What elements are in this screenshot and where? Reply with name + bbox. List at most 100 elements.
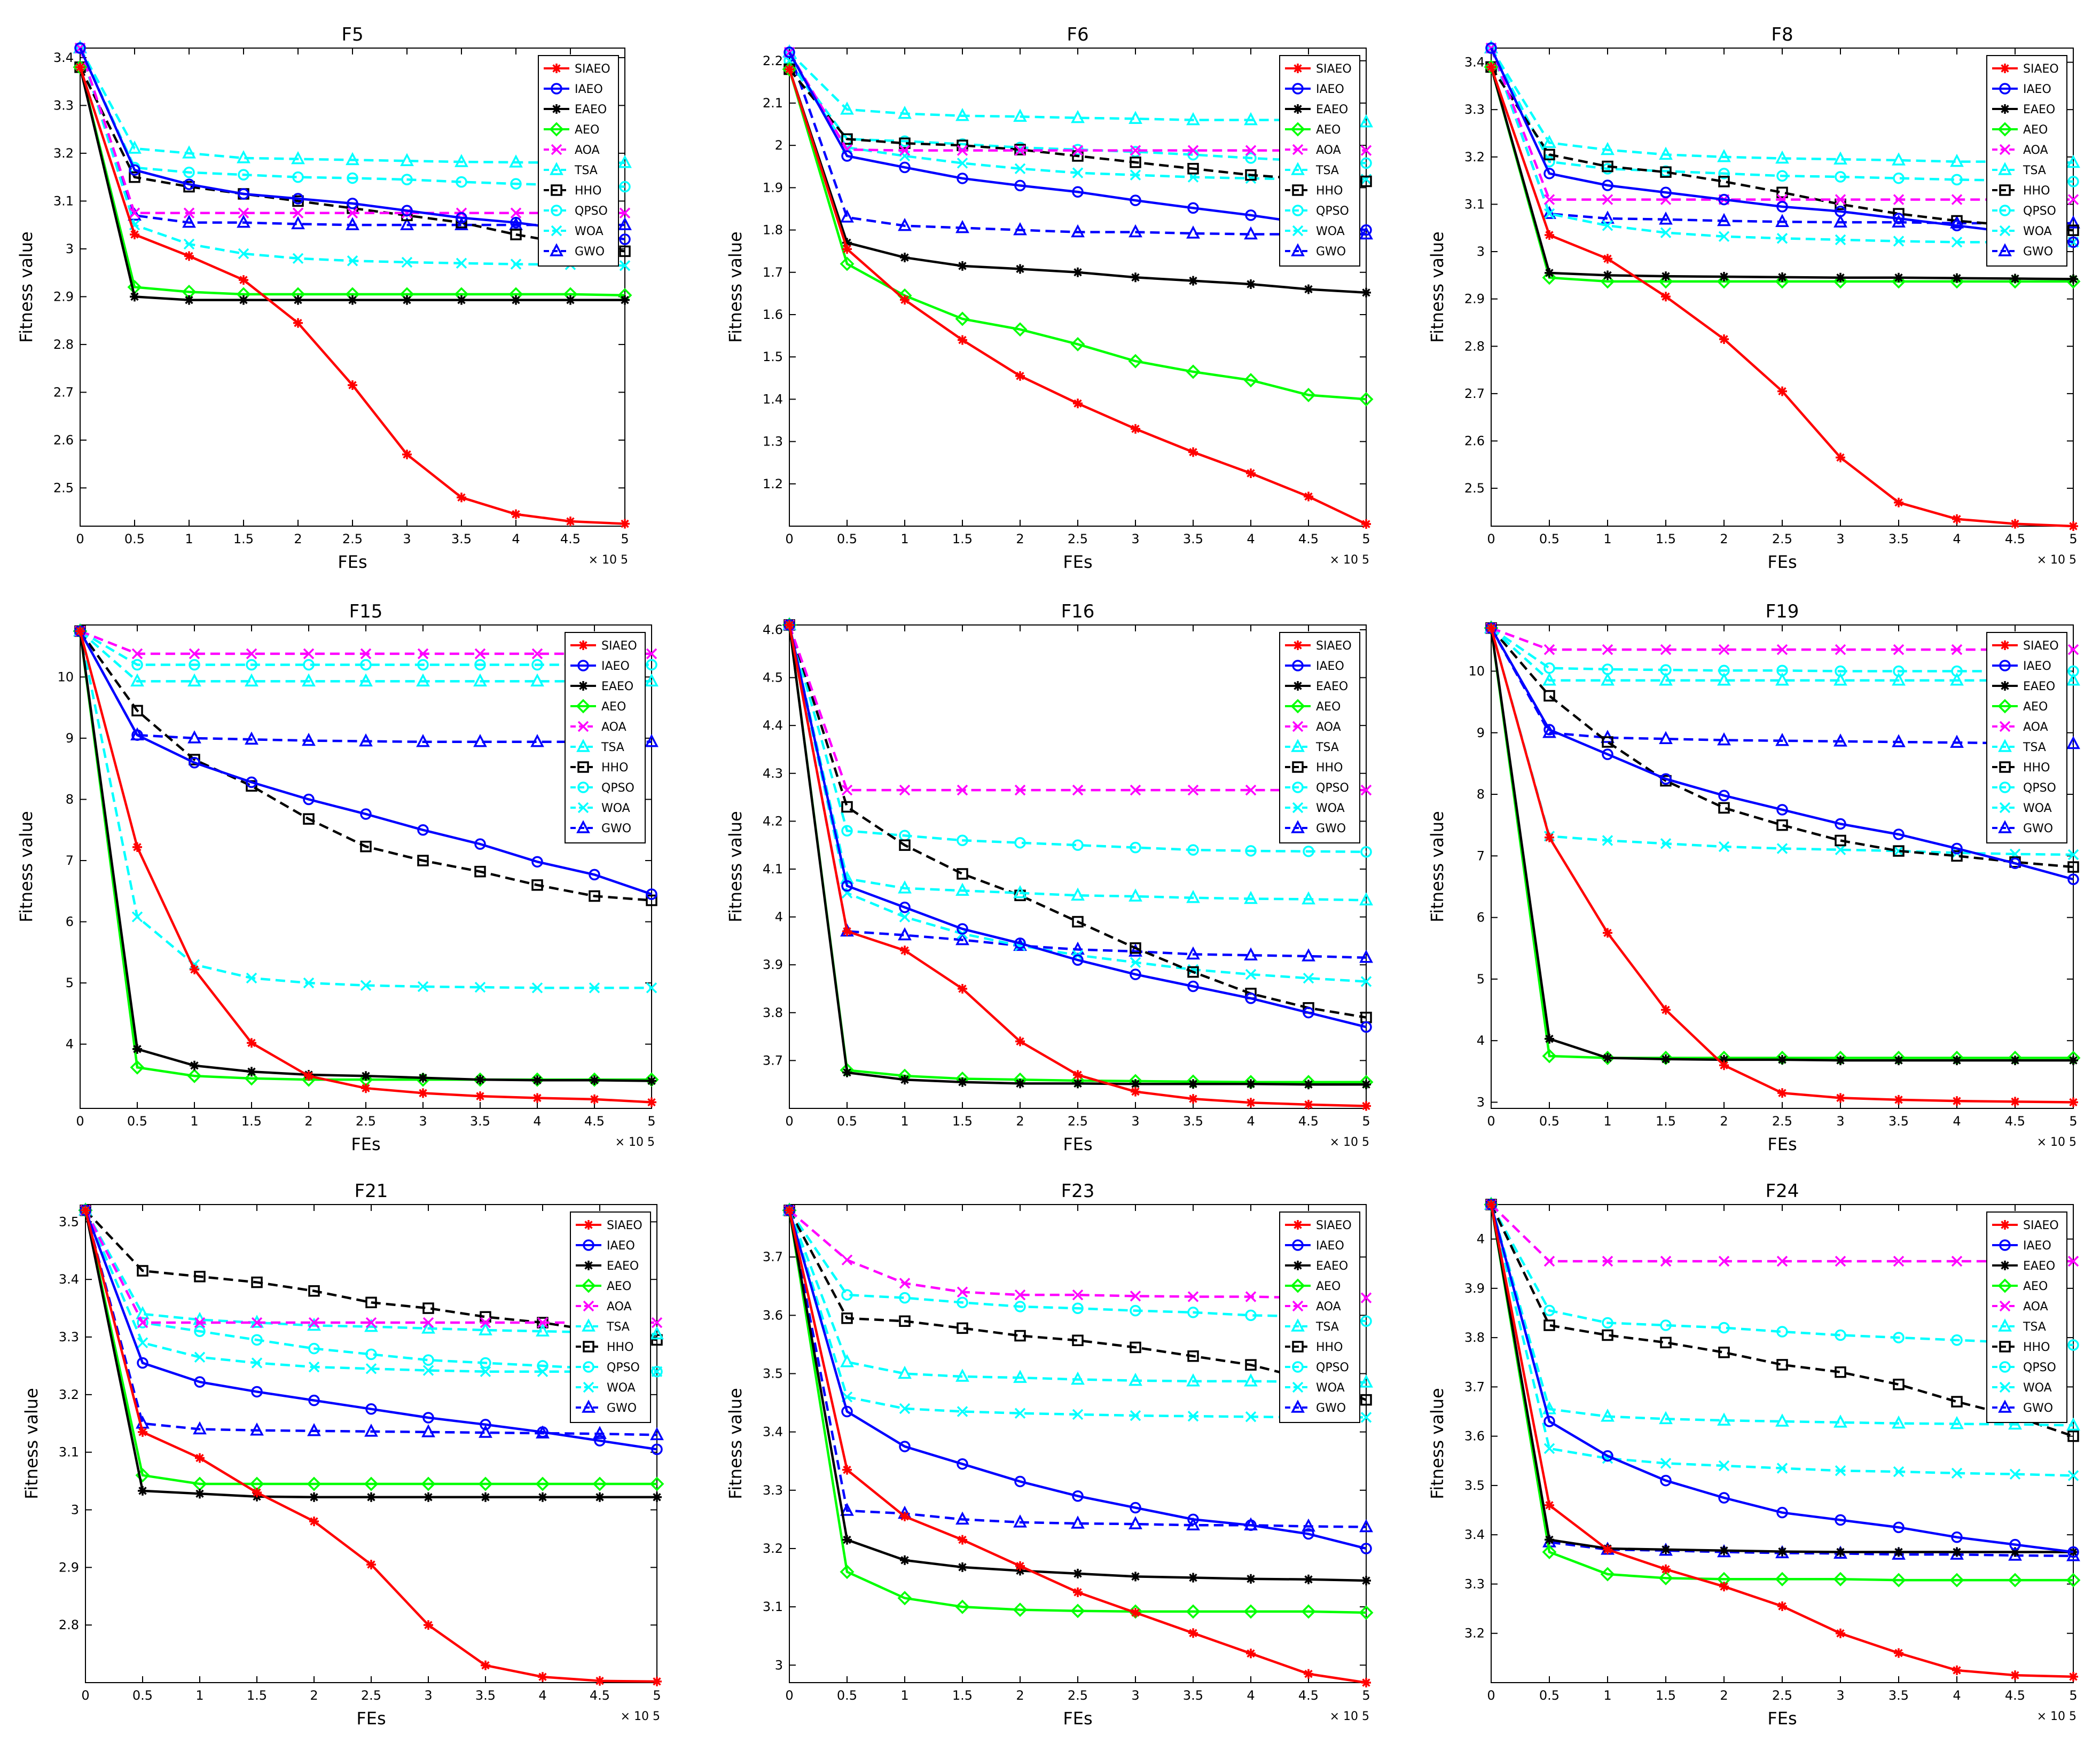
y-tick-label: 3.1 — [59, 1445, 79, 1460]
data-point-siaeo — [900, 295, 910, 305]
legend-marker-woa — [583, 1381, 594, 1393]
data-point-tsa — [1071, 887, 1085, 901]
y-tick-label: 1.6 — [763, 307, 783, 322]
data-point-iaeo — [137, 1357, 148, 1369]
data-point-tsa — [650, 1326, 664, 1340]
legend: SIAEO IAEO EAEO AEO AOA TSA HHO QPSO WOA GWO — [538, 55, 619, 267]
legend-label-siaeo: SIAEO — [1316, 639, 1352, 653]
legend-marker-aeo — [1290, 122, 1305, 137]
data-point-siaeo — [1894, 497, 1903, 507]
data-point-woa — [1660, 227, 1672, 238]
y-tick-label: 3.1 — [763, 1599, 783, 1614]
series-line-aoa — [84, 1209, 657, 1324]
data-point-aeo — [1484, 59, 1499, 74]
data-point-qpso — [1360, 157, 1372, 169]
data-point-tsa — [1775, 150, 1789, 164]
series-siaeo — [1486, 623, 2078, 1107]
data-point-eaeo — [481, 1492, 490, 1502]
x-tick-label: 4 — [1247, 1114, 1255, 1129]
data-point-tsa — [1359, 114, 1373, 128]
data-point-eaeo — [538, 1492, 547, 1502]
data-point-tsa — [1244, 890, 1258, 904]
x-tick-label: 2.5 — [361, 1688, 381, 1703]
data-point-eaeo — [532, 1075, 542, 1085]
series-siaeo — [81, 1205, 662, 1686]
data-point-qpso — [347, 172, 358, 184]
data-point-aoa — [531, 648, 543, 660]
data-point-aeo — [535, 1476, 550, 1491]
data-point-woa — [474, 981, 486, 993]
data-point-iaeo — [1303, 1007, 1314, 1019]
data-point-aoa — [480, 1317, 491, 1328]
x-tick-label: 4 — [512, 531, 520, 546]
data-point-aoa — [957, 145, 968, 156]
data-point-gwo — [416, 734, 430, 747]
y-axis-label: Fitness value — [16, 231, 36, 342]
data-point-iaeo — [1245, 209, 1257, 221]
data-point-gwo — [1302, 948, 1315, 962]
data-point-aeo — [1186, 364, 1201, 379]
data-point-qpso — [1187, 844, 1199, 856]
data-point-hho — [1835, 834, 1846, 847]
data-point-iaeo — [1951, 220, 1963, 232]
legend-label-aoa: AOA — [607, 1300, 632, 1314]
legend-label-woa: WOA — [1316, 1381, 1345, 1395]
data-point-aoa — [1187, 145, 1199, 156]
y-tick-label: 2.6 — [53, 433, 74, 448]
data-point-siaeo — [348, 380, 357, 390]
data-point-aoa — [474, 648, 486, 660]
legend-marker-qpso — [1292, 781, 1304, 793]
data-point-iaeo — [537, 1426, 548, 1438]
legend-label-woa: WOA — [575, 225, 604, 238]
data-point-iaeo — [456, 212, 467, 224]
legend-marker-hho — [577, 761, 589, 773]
x-tick-label: 2 — [1720, 1688, 1728, 1703]
y-tick-label: 3.4 — [1464, 55, 1485, 70]
data-point-siaeo — [652, 1676, 662, 1686]
legend-label-eaeo: EAEO — [575, 103, 607, 116]
data-point-eaeo — [1719, 1054, 1729, 1065]
legend-label-aoa: AOA — [601, 721, 626, 734]
data-point-qpso — [1014, 1301, 1026, 1312]
data-point-tsa — [237, 150, 250, 163]
data-point-qpso — [456, 176, 467, 188]
legend-marker-tsa — [1998, 739, 2012, 752]
data-point-siaeo — [2068, 1671, 2078, 1682]
series-line-hho — [84, 1209, 657, 1341]
data-point-siaeo — [1188, 447, 1198, 457]
data-point-woa — [1660, 838, 1672, 849]
legend-marker-hho — [1999, 184, 2011, 196]
data-point-qpso — [1835, 1329, 1846, 1341]
y-tick-label: 2.8 — [59, 1617, 79, 1632]
data-point-aoa — [1360, 145, 1372, 156]
data-point-siaeo — [75, 626, 85, 636]
data-point-aoa — [1602, 644, 1613, 655]
data-point-tsa — [645, 673, 659, 687]
data-point-aeo — [840, 1565, 855, 1580]
data-point-qpso — [1718, 168, 1730, 179]
data-point-aoa — [1602, 1255, 1613, 1267]
legend-marker-qpso — [1999, 205, 2011, 216]
legend-label-qpso: QPSO — [1316, 205, 1349, 218]
data-point-qpso — [1130, 841, 1141, 854]
data-point-qpso — [531, 659, 543, 671]
x-tick-label: 3.5 — [1183, 1688, 1203, 1703]
data-point-aoa — [131, 648, 143, 660]
y-tick-label: 1.3 — [763, 434, 783, 449]
data-point-tsa — [1950, 1416, 1964, 1429]
y-tick-label: 2.9 — [1464, 292, 1485, 307]
legend-label-iaeo: IAEO — [575, 83, 603, 96]
data-point-eaeo — [366, 1492, 376, 1502]
data-point-siaeo — [1361, 1101, 1371, 1111]
series-woa — [783, 1205, 1372, 1423]
series-iaeo — [80, 1205, 663, 1456]
data-point-hho — [1602, 736, 1613, 748]
data-point-siaeo — [1131, 1608, 1140, 1618]
data-point-eaeo — [1952, 273, 1962, 283]
data-point-eaeo — [1131, 1572, 1140, 1582]
data-point-hho — [474, 865, 486, 878]
data-point-iaeo — [531, 856, 543, 868]
y-tick-label: 8 — [1477, 787, 1485, 802]
legend-label-hho: HHO — [1316, 184, 1343, 198]
